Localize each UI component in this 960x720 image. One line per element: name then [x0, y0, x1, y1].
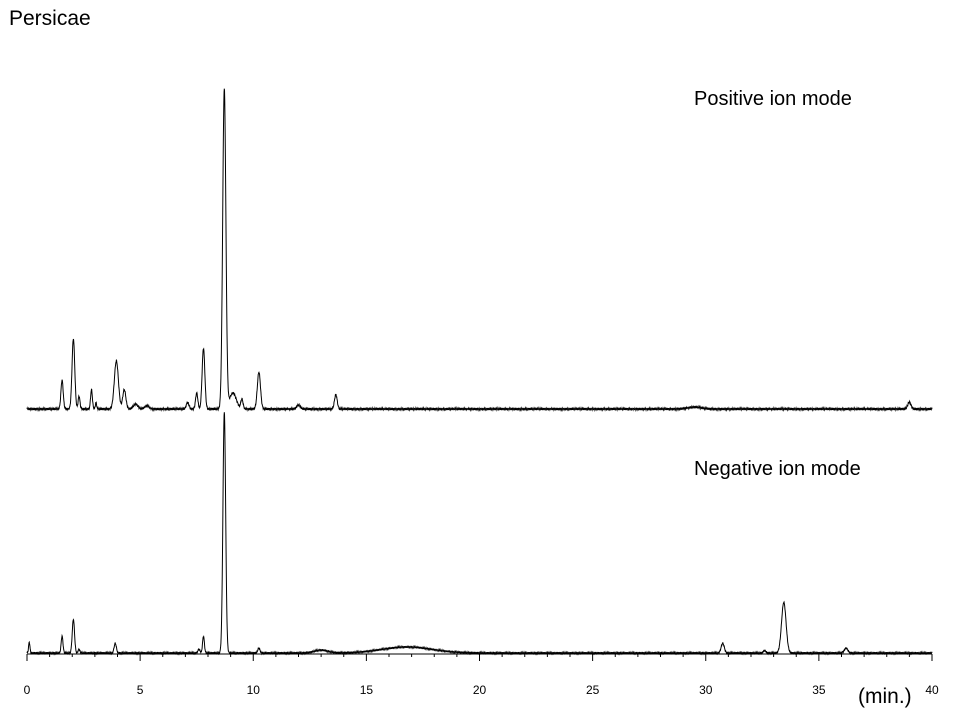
x-tick-label: 20	[473, 683, 487, 697]
series-line-positive	[26, 88, 933, 413]
chart-title: Persicae	[9, 7, 91, 30]
trace-group	[26, 88, 933, 656]
x-tick-label: 0	[24, 683, 31, 697]
x-tick-label: 35	[812, 683, 826, 697]
x-tick-label: 15	[360, 683, 374, 697]
x-tick-label: 40	[925, 683, 939, 697]
positive-mode-label: Positive ion mode	[694, 88, 852, 110]
x-axis: 0 5 10 15 20 25 30 35 40	[24, 653, 939, 697]
x-tick-label: 25	[586, 683, 600, 697]
x-tick-label: 30	[699, 683, 713, 697]
x-tick-label: 5	[137, 683, 144, 697]
x-axis-unit-label: (min.)	[858, 685, 912, 708]
negative-mode-label: Negative ion mode	[694, 458, 861, 480]
series-line-negative	[26, 412, 933, 656]
x-tick-label: 10	[247, 683, 261, 697]
